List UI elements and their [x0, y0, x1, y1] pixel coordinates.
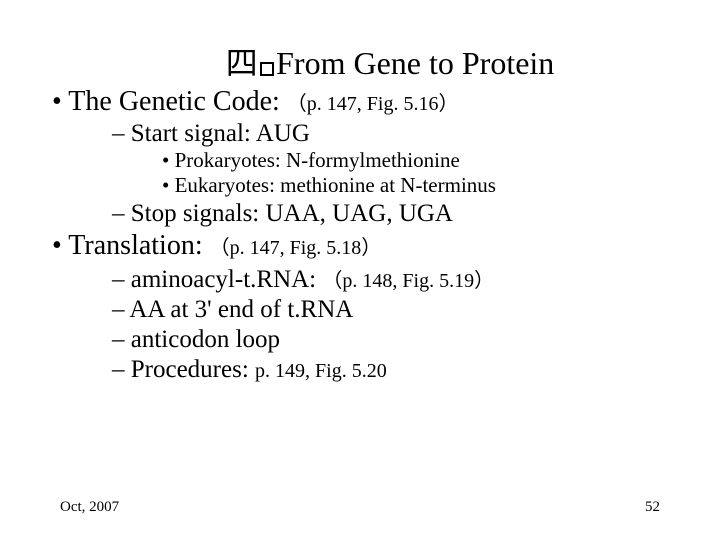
procedures-text: Procedures: — [131, 356, 255, 383]
title-prefix: 四 — [226, 45, 258, 81]
translation-ref: （p. 147, Fig. 5.18） — [210, 237, 382, 259]
bullet-marker: • — [162, 148, 175, 172]
title-text: From Gene to Protein — [276, 45, 554, 81]
bullet-marker: – — [112, 296, 129, 323]
aminoacyl-text: aminoacyl-t.RNA: — [131, 266, 323, 293]
prokaryotes-text: Prokaryotes: N-formylmethionine — [175, 148, 460, 172]
bullet-eukaryotes: • Eukaryotes: methionine at N-terminus — [40, 173, 680, 198]
translation-text: Translation: — [68, 230, 209, 261]
bullet-procedures: – Procedures: p. 149, Fig. 5.20 — [40, 356, 680, 384]
genetic-code-ref: （p. 147, Fig. 5.16） — [287, 93, 459, 115]
slide-content: • The Genetic Code: （p. 147, Fig. 5.16） … — [0, 86, 720, 384]
bullet-translation: • Translation: （p. 147, Fig. 5.18） — [40, 230, 680, 262]
procedures-ref: p. 149, Fig. 5.20 — [255, 360, 387, 382]
bullet-aminoacyl: – aminoacyl-t.RNA: （p. 148, Fig. 5.19） — [40, 264, 680, 294]
bullet-marker: – — [112, 266, 131, 293]
footer-date: Oct, 2007 — [60, 499, 119, 516]
missing-glyph-icon — [260, 62, 274, 76]
bullet-start-signal: – Start signal: AUG — [40, 120, 680, 148]
bullet-genetic-code: • The Genetic Code: （p. 147, Fig. 5.16） — [40, 86, 680, 118]
bullet-marker: • — [162, 173, 175, 197]
bullet-marker: – — [112, 200, 131, 227]
bullet-aa-3prime: – AA at 3' end of t.RNA — [40, 296, 680, 324]
eukaryotes-text: Eukaryotes: methionine at N-terminus — [175, 173, 496, 197]
slide-title: 四 From Gene to Protein — [0, 0, 720, 84]
bullet-prokaryotes: • Prokaryotes: N-formylmethionine — [40, 148, 680, 173]
anticodon-text: anticodon loop — [131, 326, 280, 353]
genetic-code-text: The Genetic Code: — [68, 86, 286, 117]
bullet-marker: – — [112, 356, 131, 383]
bullet-anticodon: – anticodon loop — [40, 326, 680, 354]
bullet-marker: – — [112, 326, 131, 353]
stop-signals-text: Stop signals: UAA, UAG, UGA — [131, 200, 453, 227]
bullet-marker: – — [112, 120, 131, 147]
aminoacyl-ref: （p. 148, Fig. 5.19） — [322, 270, 494, 292]
bullet-marker: • — [52, 86, 68, 117]
footer-page-number: 52 — [645, 499, 660, 516]
bullet-stop-signals: – Stop signals: UAA, UAG, UGA — [40, 200, 680, 228]
aa-3prime-text: AA at 3' end of t.RNA — [129, 296, 353, 323]
start-signal-text: Start signal: AUG — [131, 120, 310, 147]
bullet-marker: • — [52, 230, 68, 261]
